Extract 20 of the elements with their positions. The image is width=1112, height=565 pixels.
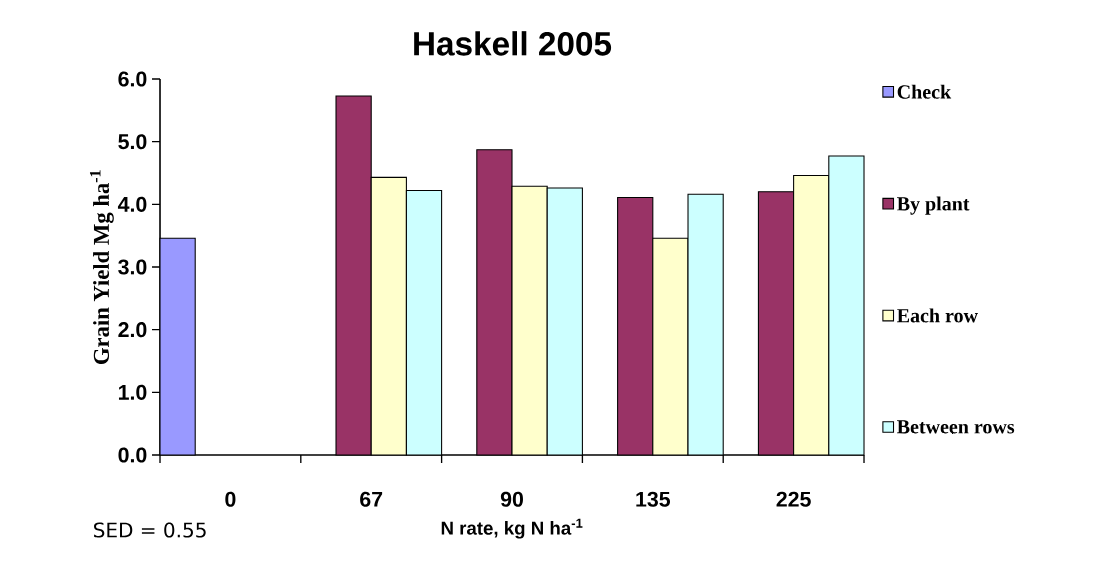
legend-label: Check (897, 84, 952, 99)
x-tick-label: 135 (636, 491, 671, 507)
chart-title: Haskell 2005 (414, 31, 612, 56)
y-tick-label: 5.0 (118, 134, 147, 150)
x-axis-title: N rate, kg N ha$^{-1}$ (441, 518, 583, 539)
legend-label: Between rows (897, 420, 1015, 434)
x-tick-label: 0 (225, 491, 236, 507)
y-tick-label: 4.0 (117, 196, 147, 212)
y-tick-label: 1.0 (118, 384, 147, 400)
x-tick-label: 67 (360, 491, 383, 507)
x-tick-label: 225 (776, 491, 811, 507)
y-axis-title: Grain Yield Mg ha$^{-1}$ (89, 170, 114, 365)
legend-label: By plant (897, 196, 970, 215)
y-tick-label: 3.0 (118, 259, 147, 275)
y-tick-label: 6.0 (118, 71, 147, 87)
y-tick-label: 2.0 (118, 322, 147, 338)
y-tick-label: 0.0 (118, 447, 147, 463)
x-tick-label: 90 (500, 491, 523, 507)
legend-label: Each row (897, 308, 978, 323)
text: SED = 0.55 (94, 522, 206, 538)
